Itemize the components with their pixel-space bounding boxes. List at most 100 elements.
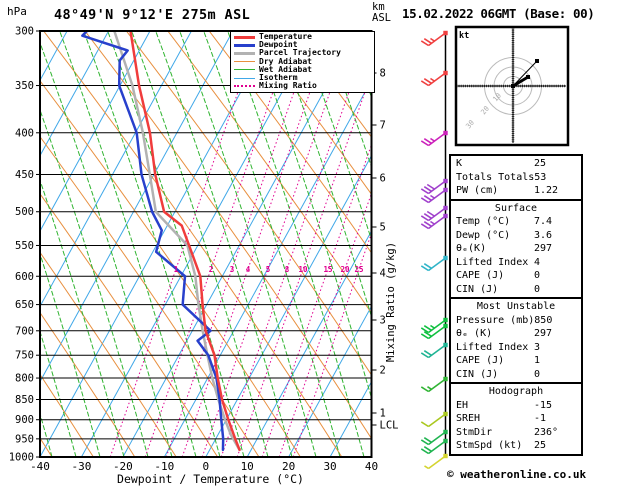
stats-label: CIN (J) bbox=[456, 368, 499, 380]
wind-barb bbox=[420, 213, 448, 230]
stats-label: StmSpd (kt) bbox=[456, 440, 523, 451]
mixing-ratio-value-label: 20 bbox=[340, 265, 350, 274]
stats-value: 25 bbox=[534, 440, 547, 451]
stats-value: 1 bbox=[534, 355, 541, 366]
stats-panel: K 25 Totals Totals 53 PW (cm) 1.22 Surface Temp… bbox=[449, 154, 583, 456]
stats-row: PW (cm) 1.22 bbox=[451, 184, 581, 198]
pressure-tick-label: 700 bbox=[15, 325, 34, 337]
legend-item: Isotherm bbox=[234, 74, 374, 82]
stats-value: 0 bbox=[534, 270, 541, 281]
stats-label: Temp (°C) bbox=[456, 216, 511, 227]
pressure-tick-label: 550 bbox=[15, 240, 34, 252]
wind-barb bbox=[420, 70, 448, 87]
pressure-tick-label: 300 bbox=[15, 26, 34, 38]
legend: Temperature Dewpoint Parcel Trajectory Dry … bbox=[230, 31, 375, 94]
stats-row: Lifted Index 3 bbox=[451, 341, 581, 355]
temperature-tick-label: 10 bbox=[241, 460, 254, 473]
temperature-tick-label: -10 bbox=[154, 460, 174, 473]
copyright: © weatheronline.co.uk bbox=[447, 468, 587, 481]
stats-box-indices: K 25 Totals Totals 53 PW (cm) 1.22 bbox=[449, 154, 583, 201]
km-tick-label: 1 bbox=[380, 408, 386, 420]
pressure-tick-label: 800 bbox=[15, 373, 34, 385]
x-axis-title: Dewpoint / Temperature (°C) bbox=[117, 472, 304, 486]
stats-value: 0 bbox=[534, 283, 541, 295]
mixing-ratio-value-label: 8 bbox=[285, 265, 290, 274]
stats-row: Dewp (°C) 3.6 bbox=[451, 229, 581, 243]
mixing-ratio-value-label: 4 bbox=[246, 265, 251, 274]
legend-swatch-temperature bbox=[234, 35, 255, 39]
asl-label: ASL bbox=[372, 12, 391, 24]
parcel-trajectory-curve bbox=[113, 32, 241, 452]
km-tick-label: 6 bbox=[380, 173, 386, 185]
km-tick-label: 5 bbox=[380, 222, 386, 234]
mixing-ratio-value-label: 1 bbox=[174, 265, 179, 274]
hodograph-unit-label: kt bbox=[459, 31, 469, 41]
km-tick-label: 3 bbox=[380, 315, 386, 327]
km-tick-label: 4 bbox=[380, 268, 386, 280]
stats-label: EH bbox=[456, 399, 469, 411]
mixing-ratio-value-label: 2 bbox=[209, 265, 214, 274]
wind-barb bbox=[420, 376, 448, 393]
temperature-tick-label: 40 bbox=[365, 460, 378, 473]
temperature-tick-label: -40 bbox=[30, 460, 50, 473]
stats-value: 1.22 bbox=[534, 185, 559, 196]
stats-row: CIN (J) 0 bbox=[451, 368, 581, 382]
hodograph-ring-label: 10 bbox=[491, 92, 503, 104]
legend-swatch-parcel-trajectory bbox=[234, 51, 255, 55]
mixing-ratio-value-label: 3 bbox=[230, 265, 235, 274]
stats-row: SREH -1 bbox=[451, 412, 581, 426]
stats-box-header: Most Unstable bbox=[476, 301, 556, 312]
wind-barb bbox=[420, 323, 448, 340]
mixing-ratio-lines bbox=[110, 32, 371, 456]
legend-label: Dewpoint bbox=[259, 40, 298, 50]
stats-box-hodograph: Hodograph EH -15 SREH -1 StmDir 236° StmSpd (kt… bbox=[449, 382, 583, 456]
pressure-tick-label: 450 bbox=[15, 169, 34, 181]
legend-label: Wet Adiabat bbox=[259, 64, 312, 74]
hodograph-trace bbox=[512, 60, 538, 87]
temperature-curve bbox=[129, 32, 241, 452]
legend-label: Parcel Trajectory bbox=[259, 48, 341, 58]
legend-item: Dewpoint bbox=[234, 41, 374, 49]
pressure-grid bbox=[41, 85, 371, 440]
wind-barb bbox=[420, 178, 448, 195]
run-date-label: 15.02.2022 06GMT (Base: 00) bbox=[402, 6, 595, 21]
wind-barb bbox=[420, 130, 448, 147]
stats-box-most-unstable: Most Unstable Pressure (mb) 850 θₑ (K) 297 Li… bbox=[449, 297, 583, 384]
pressure-tick-label: 1000 bbox=[9, 452, 34, 464]
pressure-tick-label: 400 bbox=[15, 127, 34, 139]
stats-label: θₑ (K) bbox=[456, 328, 493, 339]
legend-item: Wet Adiabat bbox=[234, 64, 374, 74]
hodograph-ring-label: 30 bbox=[464, 119, 476, 131]
stats-row: Lifted Index 4 bbox=[451, 256, 581, 270]
stats-value: 236° bbox=[534, 426, 559, 438]
temperature-tick-label: -30 bbox=[72, 460, 92, 473]
stats-row: Temp (°C) 7.4 bbox=[451, 215, 581, 229]
pressure-tick-label: 950 bbox=[15, 433, 34, 445]
km-tick-label: 2 bbox=[380, 365, 386, 377]
mixing-ratio-value-label: 10 bbox=[298, 265, 308, 274]
stats-value: 7.4 bbox=[534, 216, 553, 227]
legend-item: Parcel Trajectory bbox=[234, 49, 374, 57]
stats-row: CIN (J) 0 bbox=[451, 283, 581, 297]
wind-barb-column bbox=[420, 30, 448, 470]
mixing-ratio-value-label: 25 bbox=[354, 265, 363, 274]
pressure-tick-label: 650 bbox=[15, 299, 34, 311]
wind-barb bbox=[420, 342, 448, 359]
legend-label: Dry Adiabat bbox=[259, 56, 312, 66]
stats-value: 4 bbox=[534, 256, 541, 268]
pressure-tick-label: 750 bbox=[15, 350, 34, 362]
stats-row: StmSpd (kt) 25 bbox=[451, 439, 581, 453]
stats-label: SREH bbox=[456, 413, 481, 424]
legend-item: Dry Adiabat bbox=[234, 56, 374, 66]
pressure-tick-label: 600 bbox=[15, 271, 34, 283]
stats-row: θₑ (K) 297 bbox=[451, 327, 581, 341]
stats-label: StmDir bbox=[456, 426, 493, 438]
stats-value: 3 bbox=[534, 341, 541, 353]
stats-box-header: Surface bbox=[494, 202, 538, 214]
wind-barb bbox=[420, 205, 448, 222]
wind-barb bbox=[420, 411, 448, 428]
temperature-tick-label: 30 bbox=[323, 460, 336, 473]
stats-box-header: Hodograph bbox=[488, 386, 544, 397]
